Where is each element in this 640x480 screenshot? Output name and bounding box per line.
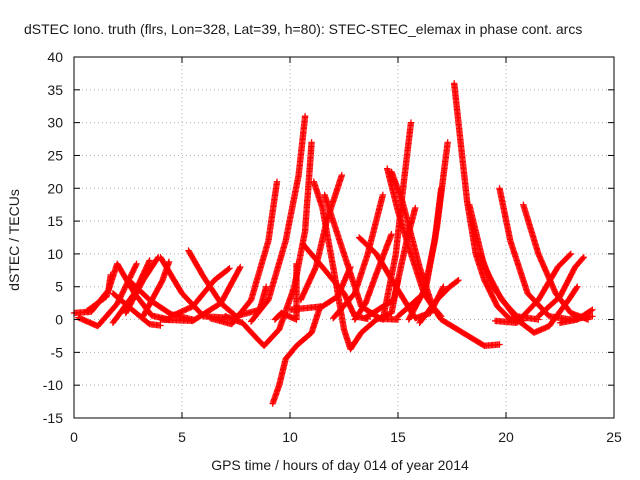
- data-point: [133, 260, 140, 267]
- data-point: [237, 263, 244, 271]
- data-point: [301, 112, 309, 120]
- series-arc-17: [269, 303, 324, 407]
- data-point: [437, 312, 444, 319]
- y-tick-label: 40: [47, 49, 63, 65]
- series-arc-09: [157, 254, 229, 321]
- x-tick-label: 5: [178, 429, 186, 445]
- data-point: [440, 283, 447, 290]
- series-arc-03: [83, 260, 173, 323]
- data-point: [157, 322, 164, 329]
- y-tick-label: -5: [51, 344, 64, 360]
- data-point: [273, 178, 281, 185]
- series-arc-27: [388, 168, 445, 320]
- data-point: [165, 258, 173, 265]
- y-tick-label: 15: [47, 213, 63, 229]
- series-arc-28: [379, 119, 415, 323]
- data-point: [379, 191, 387, 198]
- data-point: [388, 231, 395, 238]
- series-arc-13: [206, 178, 281, 328]
- series-arc-23: [330, 191, 387, 322]
- data-point: [263, 283, 270, 290]
- y-tick-label: 5: [55, 279, 63, 295]
- y-tick-label: 25: [47, 147, 63, 163]
- series-arc-21: [297, 171, 345, 304]
- y-tick-label: 20: [47, 180, 63, 196]
- data-point: [308, 139, 315, 146]
- data-point: [225, 266, 232, 273]
- series-layer: [70, 80, 596, 407]
- series-arc-15: [247, 112, 309, 325]
- series-arc-25: [351, 231, 395, 323]
- data-point: [338, 171, 345, 179]
- data-point: [293, 260, 300, 267]
- x-axis-title: GPS time / hours of day 014 of year 2014: [211, 457, 469, 473]
- data-point: [496, 341, 503, 348]
- y-tick-label: -15: [43, 410, 63, 426]
- x-tick-label: 0: [70, 429, 78, 445]
- y-tick-label: 0: [55, 312, 63, 328]
- y-tick-label: 10: [47, 246, 63, 262]
- y-tick-label: -10: [43, 377, 63, 393]
- x-tick-label: 20: [498, 429, 514, 445]
- y-tick-label: 30: [47, 115, 63, 131]
- x-tick-label: 10: [282, 429, 298, 445]
- chart-title: dSTEC Iono. truth (flrs, Lon=328, Lat=39…: [24, 21, 582, 37]
- data-point: [438, 313, 445, 320]
- series-arc-12: [185, 247, 270, 320]
- x-tick-label: 15: [390, 429, 406, 445]
- x-tick-label: 25: [606, 429, 622, 445]
- data-point: [226, 265, 233, 272]
- data-point: [146, 257, 153, 264]
- y-axis-title: dSTEC / TECUs: [6, 189, 22, 291]
- y-tick-label: 35: [47, 82, 63, 98]
